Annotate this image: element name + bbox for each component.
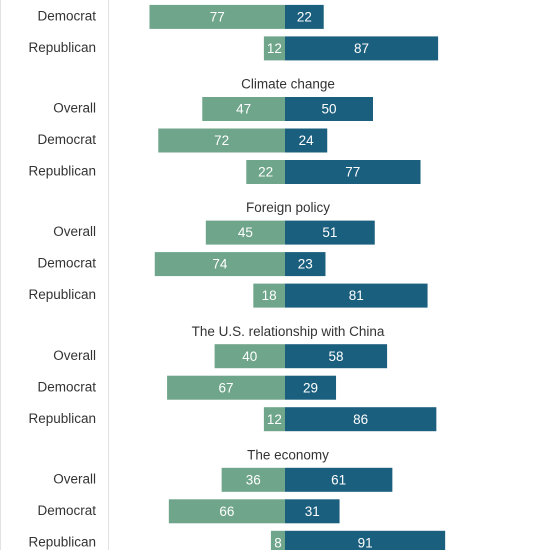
value-label: 74 — [212, 257, 228, 272]
bar-left — [154, 252, 285, 277]
bar-left — [158, 128, 285, 153]
value-label: 66 — [219, 504, 234, 519]
value-label: 87 — [354, 41, 369, 56]
group-title: Climate change — [241, 77, 335, 92]
value-label: 23 — [298, 257, 313, 272]
bar-left — [149, 4, 285, 29]
bar-right — [285, 160, 421, 184]
bar-right — [285, 252, 326, 277]
bar-right — [285, 283, 428, 308]
value-label: 81 — [349, 288, 364, 303]
bar-right — [285, 97, 373, 121]
bar-right — [285, 220, 375, 245]
value-label: 36 — [246, 472, 261, 487]
bar-left — [221, 467, 285, 492]
value-label: 58 — [329, 349, 344, 364]
row-label: Democrat — [37, 379, 96, 394]
value-label: 47 — [236, 102, 251, 117]
bar-right — [285, 467, 393, 492]
value-label: 91 — [358, 535, 373, 550]
row-label: Democrat — [37, 132, 96, 147]
row-label: Overall — [53, 101, 96, 116]
value-label: 31 — [305, 504, 320, 519]
row-label: Republican — [28, 287, 96, 302]
bar-right — [285, 499, 340, 524]
value-label: 72 — [214, 133, 229, 148]
bar-right — [285, 344, 388, 369]
bar-left — [214, 344, 285, 369]
row-label: Republican — [28, 411, 96, 426]
row-label: Democrat — [37, 503, 96, 518]
row-label: Democrat — [37, 8, 96, 23]
value-label: 77 — [210, 9, 225, 24]
bar-right — [285, 375, 337, 400]
group-title: Foreign policy — [246, 200, 330, 215]
value-label: 61 — [331, 472, 346, 487]
bar-left — [168, 499, 285, 524]
bar-left — [253, 283, 285, 308]
value-label: 29 — [303, 380, 318, 395]
row-label: Democrat — [37, 256, 96, 271]
bar-right — [285, 36, 439, 61]
value-label: 50 — [321, 102, 336, 117]
value-label: 12 — [267, 412, 282, 427]
bar-right — [285, 128, 328, 153]
bar-right — [285, 4, 324, 29]
bar-left — [270, 530, 285, 550]
bar-left — [263, 407, 285, 432]
value-label: 18 — [262, 288, 277, 303]
row-label: Republican — [28, 164, 96, 179]
bar-left — [202, 97, 285, 121]
row-label: Overall — [53, 224, 96, 239]
value-label: 40 — [242, 349, 257, 364]
bar-left — [205, 220, 285, 245]
value-label: 22 — [258, 165, 273, 180]
bar-left — [263, 36, 285, 61]
bar-right — [285, 530, 446, 550]
value-label: 8 — [274, 535, 282, 550]
row-label: Republican — [28, 40, 96, 55]
group-title: The economy — [247, 447, 329, 462]
value-label: 86 — [353, 412, 368, 427]
row-label: Overall — [53, 348, 96, 363]
row-label: Overall — [53, 471, 96, 486]
value-label: 45 — [238, 225, 253, 240]
value-label: 77 — [345, 165, 360, 180]
value-label: 51 — [322, 225, 337, 240]
value-label: 67 — [219, 380, 234, 395]
value-label: 12 — [267, 41, 282, 56]
row-label: Republican — [28, 534, 96, 549]
bar-right — [285, 407, 437, 432]
group-title: The U.S. relationship with China — [192, 324, 385, 339]
value-label: 22 — [297, 9, 312, 24]
value-label: 24 — [299, 133, 315, 148]
bar-left — [167, 375, 285, 400]
bar-left — [246, 160, 285, 184]
